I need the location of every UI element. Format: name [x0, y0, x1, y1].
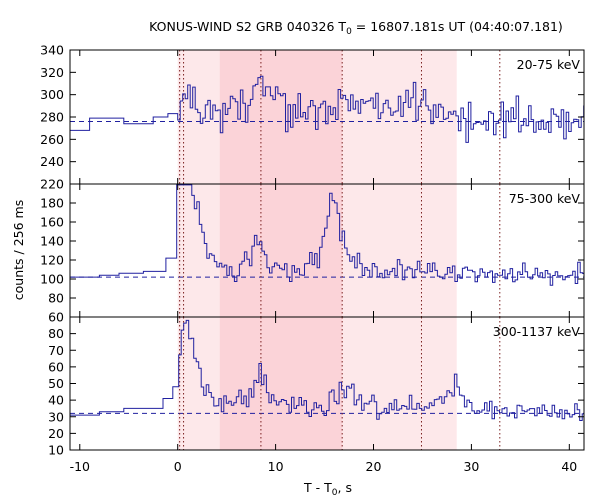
- y-tick-label: 40: [48, 393, 64, 408]
- y-tick-label: 180: [40, 196, 64, 211]
- y-axis-label: counts / 256 ms: [11, 200, 26, 300]
- y-tick-label: 80: [48, 291, 64, 306]
- shaded-interval-2: [219, 317, 343, 450]
- x-tick-label: 40: [561, 459, 577, 474]
- y-tick-label: 50: [48, 376, 64, 391]
- y-tick-label: 260: [40, 132, 64, 147]
- y-tick-label: 280: [40, 110, 64, 125]
- panel-1: 220 240 260 280 300 320 340 20-75 keV: [40, 43, 585, 192]
- y-tick-label: 320: [40, 65, 64, 80]
- x-axis-label-main: T - T: [303, 480, 332, 495]
- y-tick-label: 340: [40, 43, 64, 58]
- y-tick-label: 100: [40, 272, 64, 287]
- light-curve-series: [70, 184, 584, 286]
- y-tick-label: 60: [48, 359, 64, 374]
- energy-band-label: 20-75 keV: [517, 57, 581, 72]
- energy-band-label: 300-1137 keV: [493, 324, 581, 339]
- x-tick-label: 20: [366, 459, 382, 474]
- y-tick-label: 80: [48, 326, 64, 341]
- x-tick-label: 10: [268, 459, 284, 474]
- x-tick-label: 30: [463, 459, 479, 474]
- y-tick-label: 240: [40, 154, 64, 169]
- light-curve-series: [70, 75, 585, 143]
- y-tick-label: 30: [48, 409, 64, 424]
- y-tick-label: 160: [40, 215, 64, 230]
- x-axis-label-subscript: 0: [332, 488, 338, 498]
- chart-title-main: KONUS-WIND S2 GRB 040326 T: [149, 19, 346, 34]
- energy-band-label: 75-300 keV: [509, 191, 581, 206]
- y-tick-label: 140: [40, 234, 64, 249]
- x-tick-label: 0: [174, 459, 182, 474]
- shaded-interval-2: [219, 184, 343, 317]
- chart-title-rest: = 16807.181s UT (04:40:07.181): [352, 19, 563, 34]
- y-tick-label: 300: [40, 87, 64, 102]
- light-curve-series: [70, 319, 584, 421]
- y-tick-label: 70: [48, 343, 64, 358]
- y-tick-label: 60: [48, 310, 64, 325]
- x-tick-label: -10: [70, 459, 90, 474]
- chart-title: KONUS-WIND S2 GRB 040326 T0 = 16807.181s…: [149, 19, 563, 37]
- x-axis-label-rest: , s: [338, 480, 352, 495]
- y-tick-label: 220: [40, 177, 64, 192]
- chart-title-subscript: 0: [346, 27, 352, 37]
- panel-2: 60 80 100 120 140 160 180 75-300 keV: [40, 183, 585, 325]
- y-tick-label: 20: [48, 426, 64, 441]
- y-tick-label: 120: [40, 253, 64, 268]
- x-axis-label: T - T0, s: [303, 480, 352, 498]
- y-tick-label: 10: [48, 443, 64, 458]
